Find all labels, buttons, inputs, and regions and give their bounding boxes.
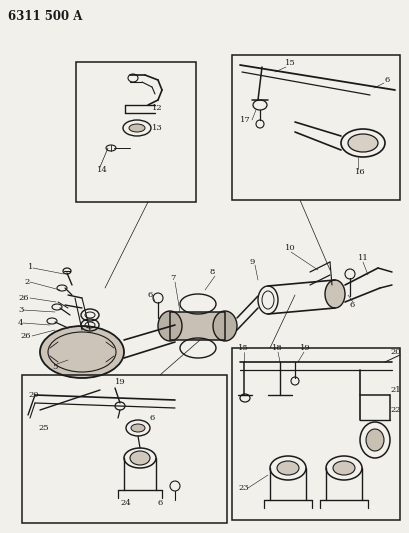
Text: 6: 6 <box>384 76 389 84</box>
Text: 26: 26 <box>20 332 30 340</box>
Ellipse shape <box>129 124 145 132</box>
Ellipse shape <box>130 451 150 465</box>
Ellipse shape <box>40 326 124 378</box>
Text: 6: 6 <box>150 414 155 422</box>
Text: 19: 19 <box>115 378 126 386</box>
Text: 15: 15 <box>237 344 248 352</box>
Ellipse shape <box>213 311 236 341</box>
Text: 11: 11 <box>357 254 368 262</box>
Text: 10: 10 <box>284 244 295 252</box>
Text: 16: 16 <box>354 168 365 176</box>
Ellipse shape <box>332 461 354 475</box>
Text: 14: 14 <box>97 166 108 174</box>
Text: 15: 15 <box>284 59 295 67</box>
Text: 20: 20 <box>389 348 400 356</box>
Text: 4: 4 <box>18 319 23 327</box>
Text: 8: 8 <box>209 268 215 276</box>
Text: 25: 25 <box>38 424 49 432</box>
Text: 6311 500 A: 6311 500 A <box>8 10 82 22</box>
Ellipse shape <box>131 424 145 432</box>
Bar <box>22 375 227 523</box>
Ellipse shape <box>276 461 298 475</box>
Bar <box>170 312 225 340</box>
Text: 20: 20 <box>28 391 38 399</box>
Bar <box>231 55 399 200</box>
Text: 12: 12 <box>152 104 162 112</box>
Text: 26: 26 <box>18 294 29 302</box>
Text: 22: 22 <box>389 406 400 414</box>
Text: 19: 19 <box>299 344 310 352</box>
Text: 7: 7 <box>170 274 175 282</box>
Text: 17: 17 <box>239 116 250 124</box>
Text: 18: 18 <box>271 344 282 352</box>
Ellipse shape <box>157 311 182 341</box>
Text: 23: 23 <box>237 484 248 492</box>
Bar <box>170 312 225 340</box>
Ellipse shape <box>347 134 377 152</box>
Ellipse shape <box>365 429 383 451</box>
Text: 9: 9 <box>249 258 255 266</box>
Text: 6: 6 <box>157 499 163 507</box>
Text: 24: 24 <box>120 499 130 507</box>
Text: 2: 2 <box>24 278 29 286</box>
Bar <box>76 62 196 202</box>
Text: 3: 3 <box>18 306 23 314</box>
Text: 5: 5 <box>52 363 57 371</box>
Text: 1: 1 <box>28 263 33 271</box>
Text: 21: 21 <box>389 386 400 394</box>
Ellipse shape <box>324 280 344 308</box>
Text: 6: 6 <box>349 301 354 309</box>
Text: 6: 6 <box>148 291 153 299</box>
Bar <box>231 348 399 520</box>
Text: 13: 13 <box>152 124 162 132</box>
